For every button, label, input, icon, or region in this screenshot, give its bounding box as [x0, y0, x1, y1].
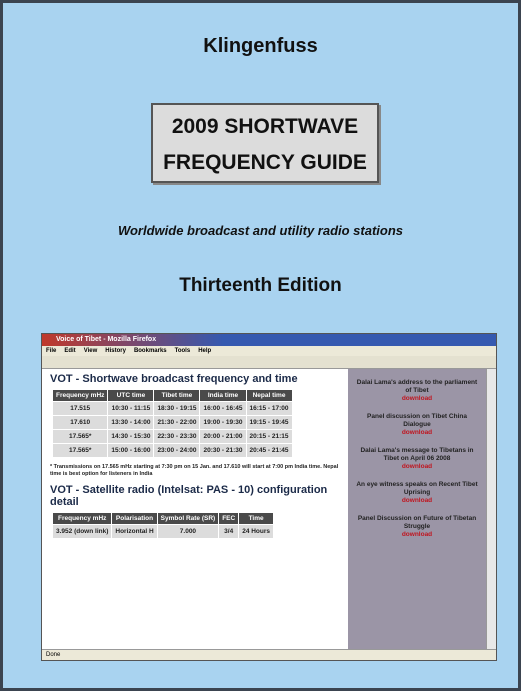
header-cell: Frequency mHz — [53, 390, 108, 402]
cell: 14:30 - 15:30 — [108, 430, 154, 444]
cell: 22:30 - 23:30 — [154, 430, 200, 444]
sidebar-text: Panel Discussion on Future of Tibetan St… — [358, 515, 476, 530]
cell: 17.515 — [53, 402, 108, 416]
cell: 18:30 - 19:15 — [154, 402, 200, 416]
sidebar-item: An eye witness speaks on Recent Tibet Up… — [356, 481, 478, 505]
header-cell: Time — [239, 513, 274, 525]
title-line: FREQUENCY GUIDE — [153, 145, 377, 181]
scrollbar — [486, 369, 497, 649]
sidebar-item: Dalai Lama's message to Tibetans in Tibe… — [356, 447, 478, 471]
menu-bar: File Edit View History Bookmarks Tools Help — [42, 346, 496, 356]
cell: 7.000 — [157, 525, 219, 539]
cell: 3/4 — [219, 525, 239, 539]
menu-item[interactable]: View — [84, 348, 98, 354]
sidebar: Dalai Lama's address to the parliament o… — [348, 369, 486, 649]
toolbar — [42, 356, 496, 369]
cell: 3.952 (down link) — [53, 525, 112, 539]
cell: 16:15 - 17:00 — [246, 402, 292, 416]
cell: 20:45 - 21:45 — [246, 444, 292, 458]
cell: 19:00 - 19:30 — [200, 416, 246, 430]
menu-item[interactable]: Bookmarks — [134, 348, 167, 354]
sidebar-text: Dalai Lama's address to the parliament o… — [357, 379, 477, 394]
sidebar-item: Panel Discussion on Future of Tibetan St… — [356, 515, 478, 539]
cell: 20:00 - 21:00 — [200, 430, 246, 444]
sidebar-item: Dalai Lama's address to the parliament o… — [356, 379, 478, 403]
menu-item[interactable]: History — [105, 348, 126, 354]
edition: Thirteenth Edition — [3, 275, 518, 297]
header-cell: UTC time — [108, 390, 154, 402]
sidebar-text: An eye witness speaks on Recent Tibet Up… — [356, 481, 477, 496]
cell: 17.610 — [53, 416, 108, 430]
header-cell: Symbol Rate (SR) — [157, 513, 219, 525]
download-link[interactable]: download — [356, 429, 478, 437]
header-cell: India time — [200, 390, 246, 402]
header-cell: Polarisation — [112, 513, 157, 525]
note: * Transmissions on 17.565 mHz starting a… — [50, 464, 341, 478]
cell: 17.565* — [53, 444, 108, 458]
window-title: Voice of Tibet - Mozilla Firefox — [42, 334, 496, 346]
cell: 15:00 - 16:00 — [108, 444, 154, 458]
title-line: 2009 SHORTWAVE — [153, 109, 377, 145]
browser-screenshot: Voice of Tibet - Mozilla Firefox File Edi… — [41, 333, 497, 661]
menu-item[interactable]: Help — [198, 348, 211, 354]
heading: VOT - Shortwave broadcast frequency and … — [50, 373, 341, 385]
header-cell: FEC — [219, 513, 239, 525]
cell: 16:00 - 16:45 — [200, 402, 246, 416]
book-cover: Klingenfuss 2009 SHORTWAVE FREQUENCY GUI… — [0, 0, 521, 691]
publisher: Klingenfuss — [3, 35, 518, 58]
heading: VOT - Satellite radio (Intelsat: PAS - 1… — [50, 484, 341, 508]
cell: 13:30 - 14:00 — [108, 416, 154, 430]
menu-item[interactable]: File — [46, 348, 56, 354]
menu-item[interactable]: Edit — [64, 348, 75, 354]
cell: 23:00 - 24:00 — [154, 444, 200, 458]
cell: 20:30 - 21:30 — [200, 444, 246, 458]
sidebar-text: Dalai Lama's message to Tibetans in Tibe… — [360, 447, 473, 462]
status-bar: Done — [42, 649, 496, 660]
menu-item[interactable]: Tools — [175, 348, 191, 354]
header-cell: Frequency mHz — [53, 513, 112, 525]
title-box: 2009 SHORTWAVE FREQUENCY GUIDE — [151, 103, 379, 183]
download-link[interactable]: download — [356, 395, 478, 403]
cell: 20:15 - 21:15 — [246, 430, 292, 444]
header-cell: Tibet time — [154, 390, 200, 402]
sidebar-item: Panel discussion on Tibet China Dialogue… — [356, 413, 478, 437]
subtitle: Worldwide broadcast and utility radio st… — [3, 223, 518, 238]
header-cell: Nepal time — [246, 390, 292, 402]
cell: 24 Hours — [239, 525, 274, 539]
download-link[interactable]: download — [356, 497, 478, 505]
cell: 17.565* — [53, 430, 108, 444]
cell: 10:30 - 11:15 — [108, 402, 154, 416]
cell: 19:15 - 19:45 — [246, 416, 292, 430]
main-content: VOT - Shortwave broadcast frequency and … — [44, 369, 347, 649]
cell: Horizontal H — [112, 525, 157, 539]
download-link[interactable]: download — [356, 463, 478, 471]
cell: 21:30 - 22:00 — [154, 416, 200, 430]
sidebar-text: Panel discussion on Tibet China Dialogue — [367, 413, 467, 428]
download-link[interactable]: download — [356, 531, 478, 539]
